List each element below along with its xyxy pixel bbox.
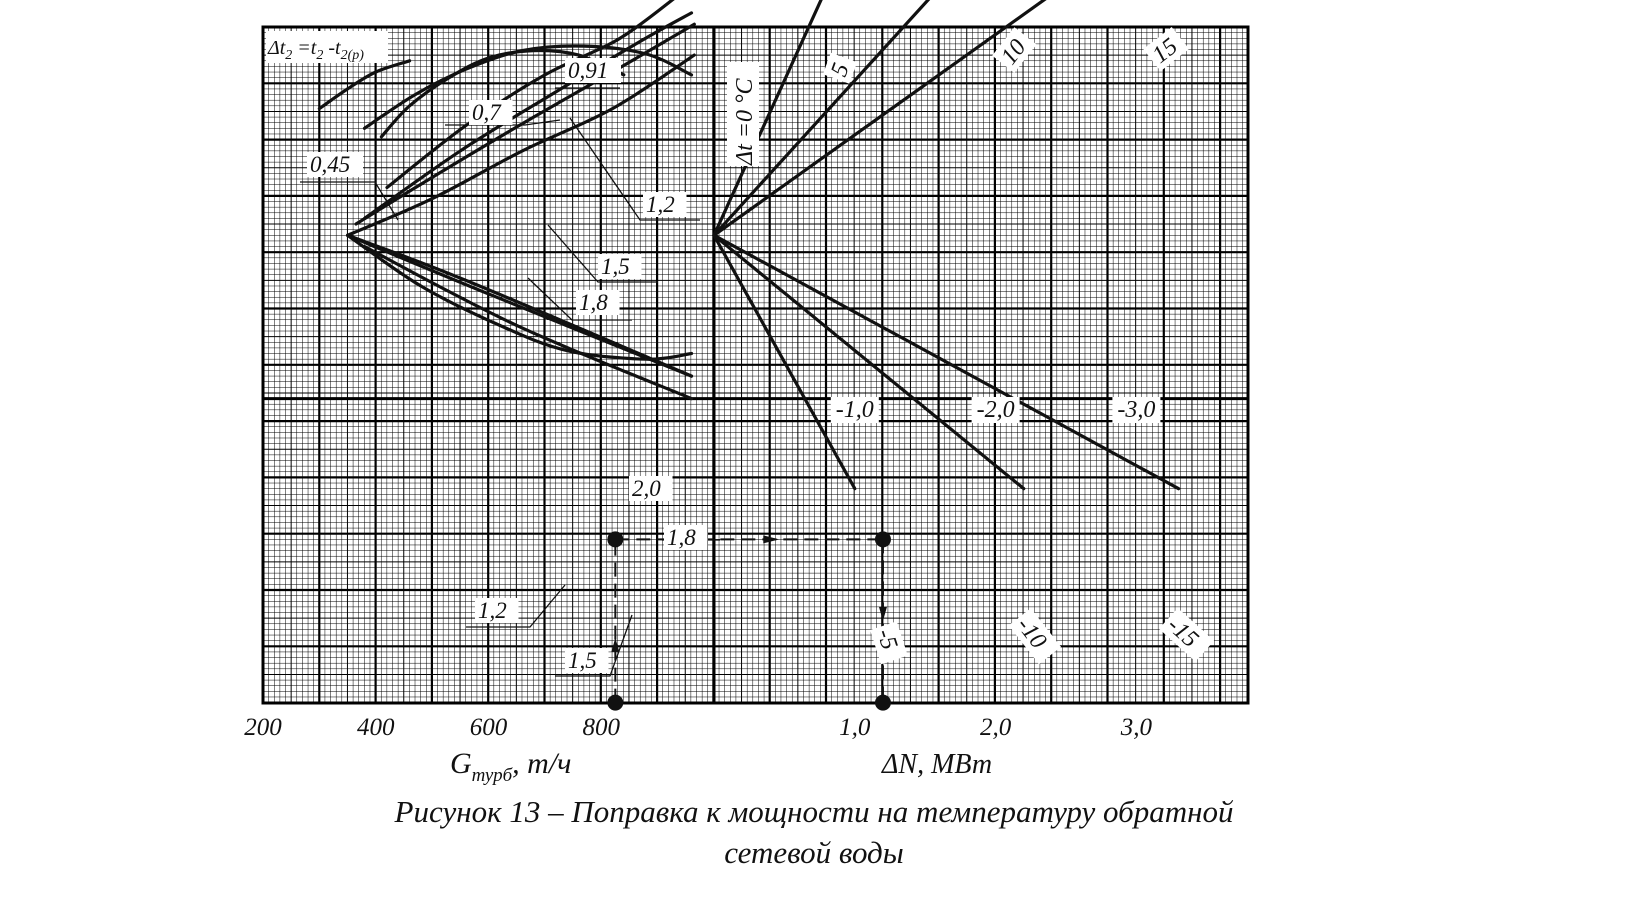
leader-line-8 xyxy=(466,584,566,628)
formula-label: Δt2 =t2 -t2(р) xyxy=(267,37,364,63)
label-0-45-bg xyxy=(307,152,363,177)
leader-line-4 xyxy=(569,117,700,221)
label-0-45: 0,45 xyxy=(310,152,350,177)
tick-n-2: 2,0 xyxy=(980,714,1012,741)
label-1-8-lower-bg xyxy=(664,525,708,550)
origin-label-bg xyxy=(727,62,759,166)
line-dt--15 xyxy=(712,233,1181,491)
formula-a-sub: 2 xyxy=(285,48,292,63)
label-dt-5-bg xyxy=(822,52,858,84)
label-1-2-upper-bg xyxy=(643,192,687,217)
curve-0,7 xyxy=(379,48,626,139)
tick-n-mid-1: -1,0 xyxy=(836,397,874,423)
arrow-right-icon xyxy=(763,535,780,544)
figure-caption-line-2: сетевой воды xyxy=(724,835,904,870)
example-dot-1 xyxy=(607,531,624,548)
x-title-sub: турб xyxy=(472,765,514,786)
label-dt-minus-10-bg xyxy=(1008,608,1062,665)
label-1-2-upper: 1,2 xyxy=(646,192,675,217)
leader-line-1 xyxy=(300,181,399,221)
label-1-8-upper-bg xyxy=(576,290,620,315)
curve-1,5 xyxy=(354,22,696,226)
leader-line-9 xyxy=(555,614,633,677)
x-title-unit: , т/ч xyxy=(512,747,571,780)
label-2-0: 2,0 xyxy=(632,476,661,501)
formula-c-sub: 2(р) xyxy=(341,48,365,63)
tick-g-800: 800 xyxy=(583,714,621,741)
x-axis-title-right: ΔN, МВт xyxy=(881,749,992,780)
origin-label: Δt =0 °C xyxy=(732,77,758,166)
example-dot-4 xyxy=(874,694,891,711)
tick-g-600: 600 xyxy=(470,714,508,741)
figure-caption-line-1: Рисунок 13 – Поправка к мощности на темп… xyxy=(394,794,1234,829)
leader-line-6 xyxy=(527,277,632,321)
formula-b: =t xyxy=(292,37,316,59)
label-1-5-lower: 1,5 xyxy=(568,648,597,673)
curves xyxy=(317,0,1181,711)
plot-frame xyxy=(261,25,1250,705)
formula-b-sub: 2 xyxy=(316,48,323,63)
label-0-91: 0,91 xyxy=(568,58,608,83)
curve-0,91 xyxy=(362,44,694,130)
arrow-down-icon xyxy=(878,606,887,621)
tick-mid-bg-3 xyxy=(1112,397,1161,423)
line-dt--10 xyxy=(712,233,1026,491)
curve-1,2 xyxy=(346,233,694,361)
label-1-8-lower: 1,8 xyxy=(667,525,696,550)
label-1-5-lower-bg xyxy=(565,648,609,673)
tick-mid-bg-2 xyxy=(971,397,1020,423)
label-dt-15-bg xyxy=(1143,26,1189,72)
label-1-5-upper: 1,5 xyxy=(601,254,630,279)
label-0-91-bg xyxy=(565,58,621,83)
tick-g-400: 400 xyxy=(357,714,395,741)
tick-n-mid-2: -2,0 xyxy=(977,397,1015,423)
line-dt-10 xyxy=(712,0,931,237)
tick-n-1: 1,0 xyxy=(839,714,871,741)
tick-g-200: 200 xyxy=(244,714,282,741)
label-dt-minus-15-bg xyxy=(1159,607,1215,662)
tick-n-mid-3: -3,0 xyxy=(1117,397,1155,423)
label-0-7: 0,7 xyxy=(472,100,502,125)
x-axis-title-left: Gтурб, т/ч xyxy=(450,747,571,786)
label-0-7-bg xyxy=(469,100,513,125)
label-1-5-upper-bg xyxy=(598,254,642,279)
formula-a: Δt xyxy=(267,37,286,59)
label-dt-10-bg xyxy=(992,27,1037,73)
tick-n-3: 3,0 xyxy=(1120,714,1153,741)
arrow-up-icon xyxy=(611,637,620,652)
label-2-0-bg xyxy=(629,476,673,501)
line-dt-15 xyxy=(712,0,1047,237)
example-dot-3 xyxy=(607,694,624,711)
curve-0,45 xyxy=(317,59,412,111)
label-1-2-lower-bg xyxy=(475,598,519,623)
curve-1,2 xyxy=(362,11,694,220)
label-dt-minus-5-bg xyxy=(870,621,908,665)
formula-bg xyxy=(266,31,388,63)
curve-1,8 xyxy=(346,53,696,237)
leader-line-5 xyxy=(547,224,658,283)
line-dt-5 xyxy=(712,0,823,237)
line-dt--5 xyxy=(712,233,857,491)
x-title-main: G xyxy=(450,747,472,780)
example-dot-2 xyxy=(874,531,891,548)
label-1-2-lower: 1,2 xyxy=(478,598,507,623)
curve-0,91 xyxy=(385,0,675,190)
curve-1,5 xyxy=(362,245,694,401)
label-1-8-upper: 1,8 xyxy=(579,290,608,315)
tick-labels: 200 400 600 800 1,0 2,0 3,0 -1,0 -2,0 -3,0 Gтурб, … xyxy=(244,397,1161,786)
formula-c: -t xyxy=(323,37,341,59)
tick-mid-bg-1 xyxy=(830,397,879,423)
